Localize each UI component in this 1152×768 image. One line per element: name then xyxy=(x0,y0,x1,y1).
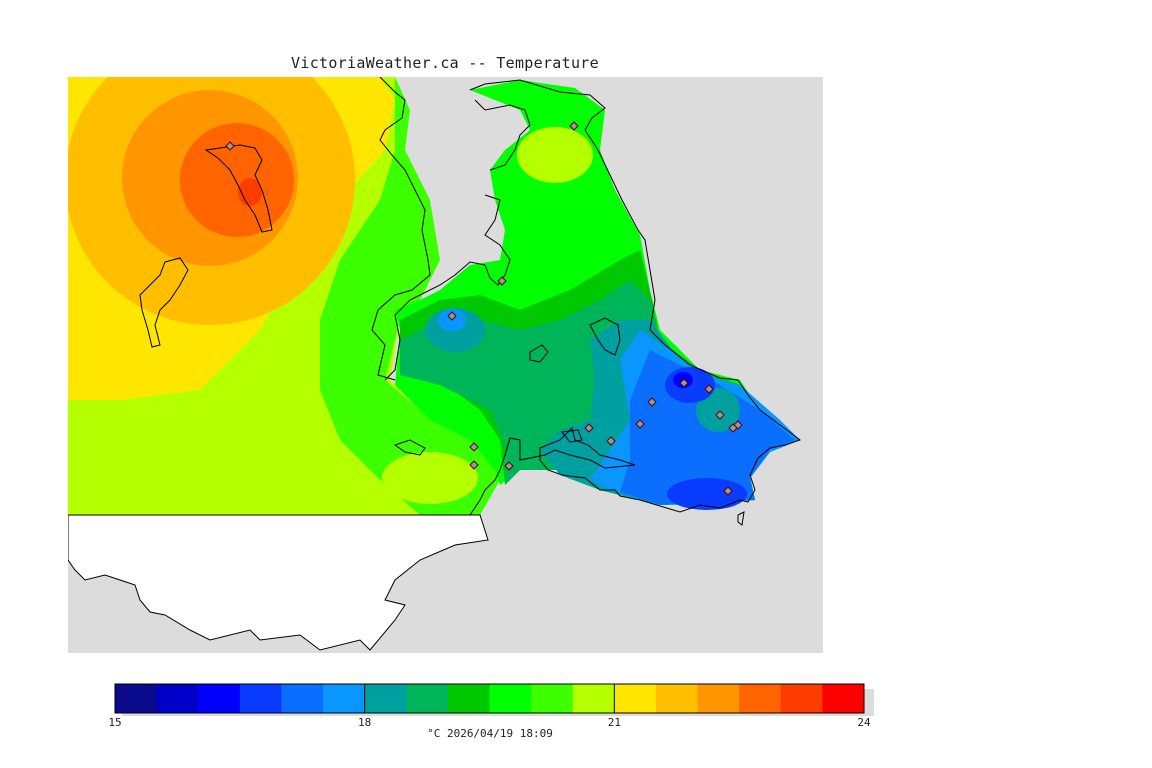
colorbar-tick-label: 24 xyxy=(857,716,870,729)
colorbar-swatch xyxy=(531,684,573,713)
colorbar-swatch xyxy=(781,684,823,713)
colorbar-swatch xyxy=(448,684,490,713)
colorbar-tick-label: 15 xyxy=(108,716,121,729)
colorbar-swatch xyxy=(323,684,365,713)
temperature-colorbar xyxy=(114,683,876,717)
colorbar-swatch xyxy=(157,684,199,713)
temperature-map xyxy=(0,0,1152,700)
colorbar-swatch xyxy=(573,684,615,713)
colorbar-swatch xyxy=(698,684,740,713)
colorbar-tick-label: 21 xyxy=(608,716,621,729)
colorbar-swatch xyxy=(739,684,781,713)
colorbar-swatch xyxy=(822,684,864,713)
colorbar-tick-label: 18 xyxy=(358,716,371,729)
colorbar-swatch xyxy=(490,684,532,713)
colorbar-swatch xyxy=(240,684,282,713)
colorbar-swatch xyxy=(614,684,656,713)
colorbar-swatch xyxy=(406,684,448,713)
colorbar-swatch xyxy=(281,684,323,713)
colorbar-swatch xyxy=(365,684,407,713)
colorbar-swatch xyxy=(115,684,157,713)
colorbar-swatch xyxy=(656,684,698,713)
legend-caption: °C 2026/04/19 18:09 xyxy=(427,727,553,740)
colorbar-swatch xyxy=(198,684,240,713)
